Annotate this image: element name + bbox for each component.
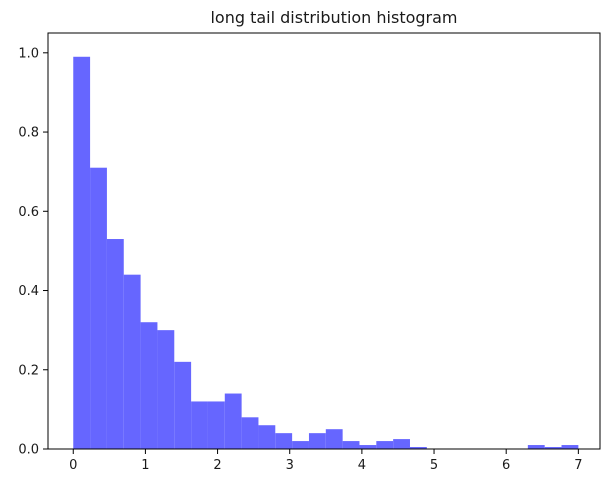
histogram-bar xyxy=(224,393,242,449)
bars-group xyxy=(73,56,579,450)
histogram-bar xyxy=(342,441,360,449)
y-axis: 0.0 0.2 0.4 0.6 0.8 1.0 xyxy=(18,46,48,458)
histogram-bar xyxy=(409,447,427,449)
histogram-bar xyxy=(544,447,562,449)
histogram-bar xyxy=(561,445,579,449)
y-tick-label: 1.0 xyxy=(18,46,39,61)
y-tick-label: 0.4 xyxy=(18,284,39,299)
x-tick-label: 2 xyxy=(213,458,221,473)
x-tick-label: 6 xyxy=(502,458,510,473)
histogram-bar xyxy=(191,401,208,449)
histogram-bar xyxy=(90,167,107,449)
x-tick-label: 1 xyxy=(141,458,149,473)
chart-title: long tail distribution histogram xyxy=(210,8,457,27)
histogram-bar xyxy=(393,439,410,449)
histogram-bar xyxy=(106,239,124,449)
histogram-bar xyxy=(157,330,175,449)
histogram-bar xyxy=(292,441,309,449)
histogram-bar xyxy=(308,433,326,449)
y-tick-label: 0.8 xyxy=(18,126,39,141)
x-tick-label: 0 xyxy=(69,458,77,473)
y-tick-label: 0.6 xyxy=(18,205,39,220)
histogram-bar xyxy=(258,425,276,449)
histogram-bar xyxy=(376,441,394,449)
histogram-bar xyxy=(207,401,225,449)
y-tick-label: 0.0 xyxy=(18,443,39,458)
x-axis: 0 1 2 3 4 5 6 7 xyxy=(69,449,582,473)
x-tick-label: 3 xyxy=(286,458,294,473)
y-tick-label: 0.2 xyxy=(18,363,39,378)
x-tick-label: 7 xyxy=(574,458,582,473)
histogram-bar xyxy=(359,445,377,449)
histogram-bar xyxy=(140,322,158,449)
histogram-bar xyxy=(527,445,545,449)
histogram-bar xyxy=(174,361,192,449)
axes-frame xyxy=(47,32,601,450)
histogram-bar xyxy=(241,417,259,449)
histogram-bar xyxy=(123,274,141,449)
histogram-bar xyxy=(73,56,91,450)
histogram-bar xyxy=(275,433,293,449)
x-tick-label: 4 xyxy=(358,458,366,473)
histogram-bar xyxy=(325,429,343,449)
x-tick-label: 5 xyxy=(430,458,438,473)
